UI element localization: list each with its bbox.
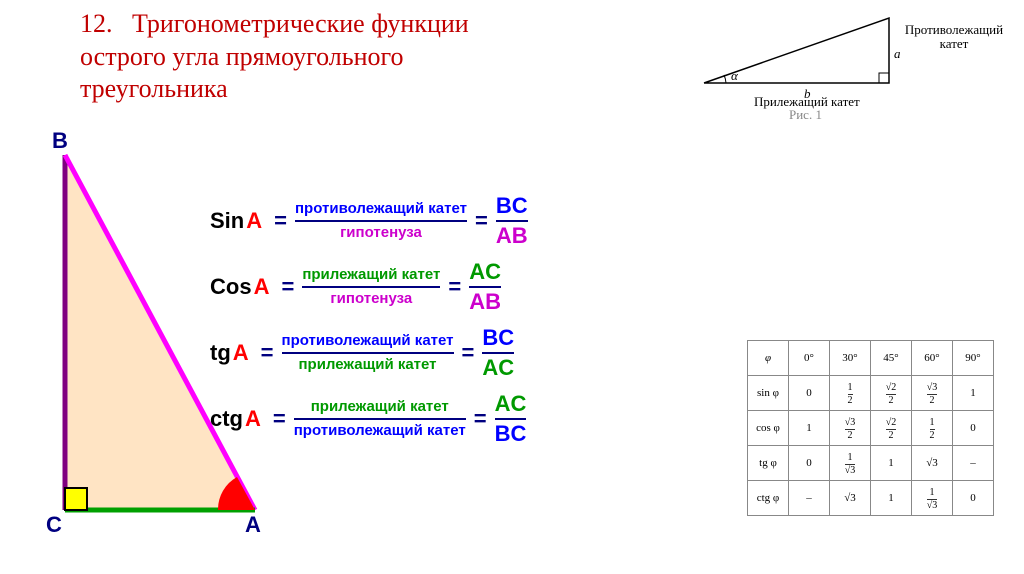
vertex-c-label: C <box>46 512 62 538</box>
word-denominator: противолежащий катет <box>294 422 466 440</box>
table-cell: 12 <box>912 411 953 446</box>
table-header-cell: 90° <box>953 341 994 376</box>
table-cell: 1 <box>953 376 994 411</box>
equals-sign: = <box>462 340 475 366</box>
ratio-numerator: BC <box>496 195 528 217</box>
table-row: ctg φ–√311√30 <box>748 481 994 516</box>
formula-row: CosA = прилежащий катет гипотенуза = AC AB <box>210 261 680 313</box>
title-line1: Тригонометрические функции <box>132 9 469 38</box>
ratio-numerator: BC <box>482 327 514 349</box>
ratio-fraction: BC AB <box>496 195 528 247</box>
word-numerator: противолежащий катет <box>282 332 454 350</box>
word-fraction: прилежащий катет гипотенуза <box>302 266 440 308</box>
formula-row: ctgA = прилежащий катет противолежащий кате… <box>210 393 680 445</box>
table-cell: 0 <box>953 411 994 446</box>
angle-alpha-label: α <box>731 68 739 83</box>
table-header-cell: 45° <box>871 341 912 376</box>
table-row-label: sin φ <box>748 376 789 411</box>
table-cell: 1 <box>871 481 912 516</box>
angle-letter: A <box>245 406 261 432</box>
table-cell: 1√3 <box>830 446 871 481</box>
figure-number-label: Рис. 1 <box>789 108 822 122</box>
table-cell: √32 <box>912 376 953 411</box>
table-header-row: φ0°30°45°60°90° <box>748 341 994 376</box>
ratio-fraction: BC AC <box>482 327 514 379</box>
function-name: Sin <box>210 208 244 234</box>
page-title: 12. Тригонометрические функции острого у… <box>80 8 540 106</box>
word-denominator: гипотенуза <box>340 224 422 242</box>
angle-letter: A <box>246 208 262 234</box>
word-fraction: противолежащий катет прилежащий катет <box>282 332 454 374</box>
function-name: Cos <box>210 274 252 300</box>
ratio-fraction: AC AB <box>469 261 501 313</box>
vertex-a-label: A <box>245 512 261 538</box>
equals-sign: = <box>281 274 294 300</box>
table-cell: √22 <box>871 376 912 411</box>
table-header-cell: φ <box>748 341 789 376</box>
table-cell: 1 <box>871 446 912 481</box>
ratio-numerator: AC <box>495 393 527 415</box>
title-line2: острого угла прямоугольного <box>80 42 404 71</box>
table-row-label: tg φ <box>748 446 789 481</box>
table-cell: √3 <box>912 446 953 481</box>
table-header-cell: 60° <box>912 341 953 376</box>
word-fraction: противолежащий катет гипотенуза <box>295 200 467 242</box>
ratio-denominator: AB <box>469 291 501 313</box>
formula-row: tgA = противолежащий катет прилежащий катет… <box>210 327 680 379</box>
formula-row: SinA = противолежащий катет гипотенуза = BC AB <box>210 195 680 247</box>
equals-sign: = <box>273 406 286 432</box>
table-row: sin φ012√22√321 <box>748 376 994 411</box>
angle-letter: A <box>233 340 249 366</box>
angle-letter: A <box>254 274 270 300</box>
table-header-cell: 0° <box>789 341 830 376</box>
equals-sign: = <box>475 208 488 234</box>
word-fraction: прилежащий катет противолежащий катет <box>294 398 466 440</box>
ratio-fraction: AC BC <box>495 393 527 445</box>
trig-values-table: φ0°30°45°60°90°sin φ012√22√321cos φ1√32√… <box>747 340 994 516</box>
table-row-label: ctg φ <box>748 481 789 516</box>
title-prefix: 12. <box>80 9 113 38</box>
ratio-denominator: AC <box>482 357 514 379</box>
ratio-denominator: BC <box>495 423 527 445</box>
title-line3: треугольника <box>80 74 228 103</box>
word-denominator: гипотенуза <box>330 290 412 308</box>
table-cell: 0 <box>789 376 830 411</box>
table-cell: 1√3 <box>912 481 953 516</box>
table-cell: √32 <box>830 411 871 446</box>
table-cell: 0 <box>953 481 994 516</box>
opposite-cathetus-label: Противолежащийкатет <box>899 23 1009 52</box>
equals-sign: = <box>448 274 461 300</box>
formula-block: SinA=противолежащий катетгипотенуза=BCAB… <box>210 195 680 459</box>
word-denominator: прилежащий катет <box>298 356 436 374</box>
function-name: tg <box>210 340 231 366</box>
table-cell: – <box>953 446 994 481</box>
word-numerator: прилежащий катет <box>302 266 440 284</box>
table-cell: 1 <box>789 411 830 446</box>
equals-sign: = <box>474 406 487 432</box>
vertex-b-label: B <box>52 128 68 154</box>
equals-sign: = <box>261 340 274 366</box>
table-cell: – <box>789 481 830 516</box>
word-numerator: противолежащий катет <box>295 200 467 218</box>
table-row: cos φ1√32√22120 <box>748 411 994 446</box>
table-cell: 12 <box>830 376 871 411</box>
table-row: tg φ01√31√3– <box>748 446 994 481</box>
table-row-label: cos φ <box>748 411 789 446</box>
equals-sign: = <box>274 208 287 234</box>
table-cell: √22 <box>871 411 912 446</box>
ratio-denominator: AB <box>496 225 528 247</box>
reference-triangle-diagram: α a b Противолежащийкатет Прилежащий кат… <box>694 8 984 118</box>
table-cell: √3 <box>830 481 871 516</box>
ratio-numerator: AC <box>469 261 501 283</box>
table-header-cell: 30° <box>830 341 871 376</box>
word-numerator: прилежащий катет <box>311 398 449 416</box>
table-cell: 0 <box>789 446 830 481</box>
function-name: ctg <box>210 406 243 432</box>
